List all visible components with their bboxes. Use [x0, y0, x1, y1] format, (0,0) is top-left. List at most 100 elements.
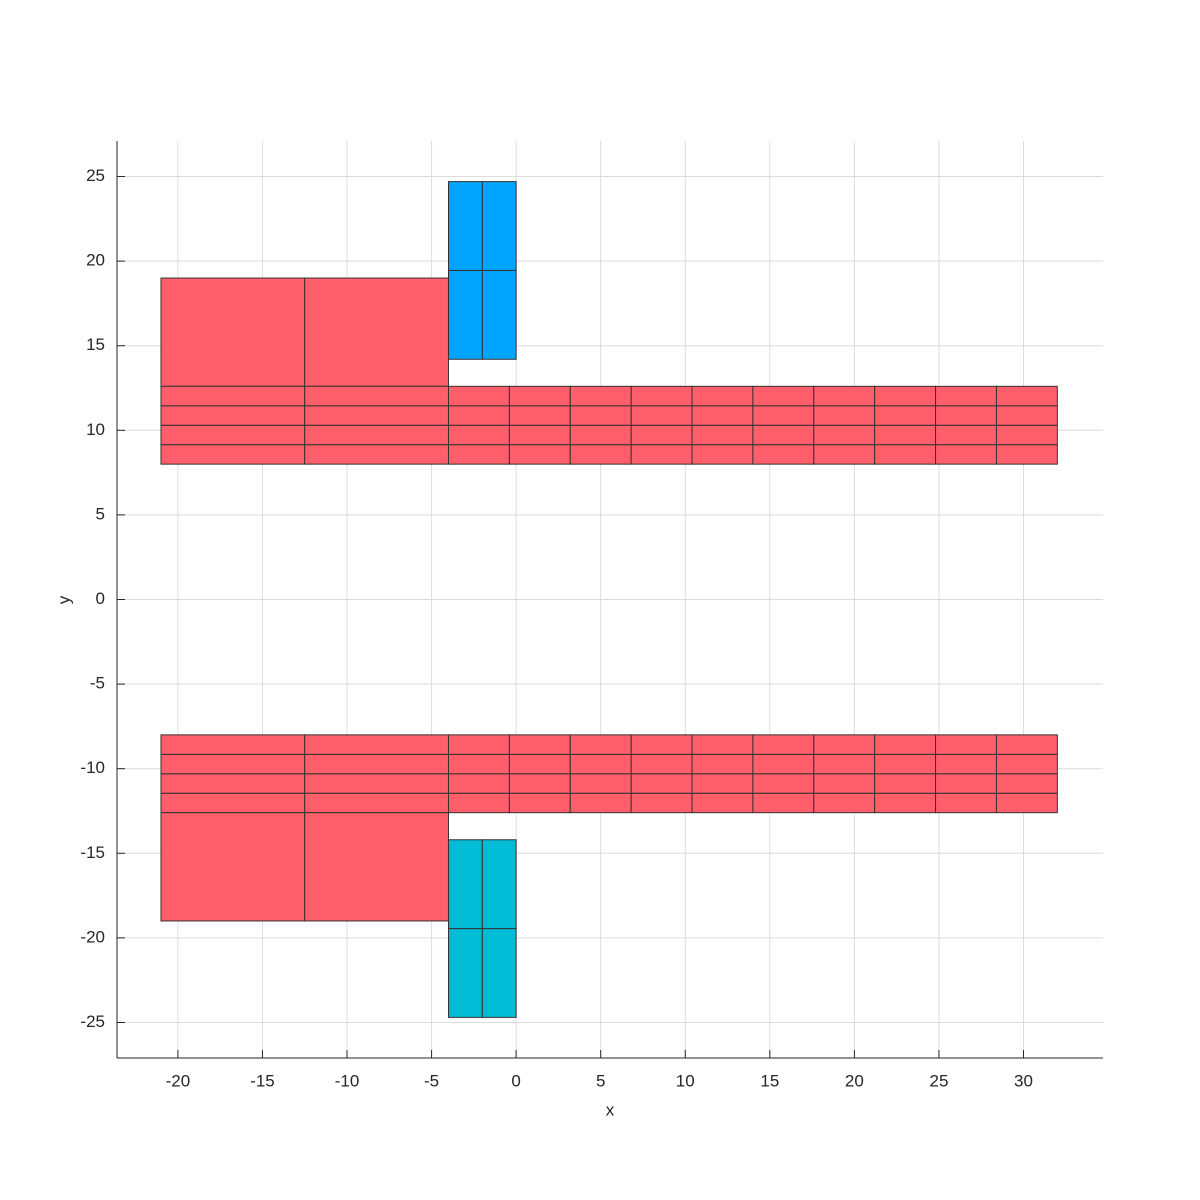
mesh-cell: [160, 773, 306, 794]
mesh-cell: [447, 928, 483, 1018]
x-tick-label: 30: [1014, 1071, 1033, 1090]
mesh-cell: [569, 405, 632, 426]
mesh-cell: [569, 385, 632, 407]
mesh-cell: [447, 444, 510, 465]
mesh-cell: [935, 734, 997, 755]
mesh-cell: [691, 385, 754, 407]
y-tick-label: -20: [80, 927, 105, 946]
mesh-cell: [874, 444, 937, 465]
mesh-cell: [304, 773, 449, 794]
mesh-cell: [995, 753, 1058, 775]
x-tick-label: 15: [760, 1071, 779, 1090]
mesh-cell: [874, 792, 937, 814]
y-tick-label: 10: [86, 420, 105, 439]
mesh-cell: [508, 773, 571, 794]
mesh-cell: [995, 385, 1058, 407]
mesh-cell: [630, 753, 693, 775]
mesh-cell: [508, 444, 571, 465]
mesh-cell: [569, 444, 632, 465]
mesh-cell: [630, 385, 693, 407]
mesh-cell: [995, 773, 1058, 794]
x-tick-label: 20: [845, 1071, 864, 1090]
mesh-cell: [813, 405, 876, 426]
mesh-cell: [447, 385, 510, 407]
mesh-cell: [813, 424, 876, 446]
mesh-cell: [935, 444, 997, 465]
mesh-cell: [508, 385, 571, 407]
mesh-cell: [874, 405, 937, 426]
mesh-cell: [447, 269, 483, 360]
x-tick-label: -10: [335, 1071, 360, 1090]
mesh-cell: [304, 753, 449, 775]
mesh-cell: [481, 269, 517, 360]
mesh-cell: [304, 444, 449, 465]
y-tick-label: 25: [86, 166, 105, 185]
mesh-cell: [508, 405, 571, 426]
mesh-cell: [813, 773, 876, 794]
mesh-cell: [752, 444, 815, 465]
x-tick-label: 5: [596, 1071, 605, 1090]
mesh-cell: [752, 405, 815, 426]
mesh-cell: [160, 385, 306, 407]
x-tick-label: 0: [511, 1071, 520, 1090]
mesh-cell: [569, 792, 632, 814]
mesh-cell: [447, 405, 510, 426]
mesh-cell: [447, 181, 483, 271]
mesh-cell: [935, 385, 997, 407]
mesh-cell: [304, 734, 449, 755]
mesh-cell: [508, 753, 571, 775]
mesh-cell: [160, 753, 306, 775]
mesh-cell: [935, 792, 997, 814]
x-axis-label: x: [606, 1100, 615, 1119]
mesh-cell: [447, 753, 510, 775]
mesh-cell: [935, 773, 997, 794]
y-tick-label: -25: [80, 1012, 105, 1031]
mesh-cell: [304, 277, 449, 387]
mesh-cell: [874, 424, 937, 446]
mesh-cell: [813, 734, 876, 755]
mesh-cell: [481, 928, 517, 1018]
mesh-cell: [691, 773, 754, 794]
y-tick-label: 20: [86, 251, 105, 270]
y-axis-label: y: [54, 595, 73, 604]
mesh-cell: [752, 734, 815, 755]
x-tick-label: -20: [166, 1071, 191, 1090]
y-tick-label: 0: [96, 589, 105, 608]
mesh-cell: [569, 734, 632, 755]
mesh-cell: [630, 444, 693, 465]
x-tick-label: 10: [676, 1071, 695, 1090]
y-tick-label: -15: [80, 843, 105, 862]
mesh-cell: [691, 792, 754, 814]
mesh-cell: [813, 385, 876, 407]
mesh-cell: [447, 424, 510, 446]
mesh-cell: [874, 385, 937, 407]
mesh-cell: [995, 424, 1058, 446]
mesh-cell: [752, 753, 815, 775]
mesh-cell: [160, 734, 306, 755]
y-tick-label: -5: [90, 674, 105, 693]
mesh-cell: [569, 773, 632, 794]
mesh-cell: [481, 181, 517, 271]
mesh-cell: [304, 812, 449, 922]
mesh-cell: [160, 424, 306, 446]
y-tick-label: 15: [86, 335, 105, 354]
mesh-cell: [447, 773, 510, 794]
mesh-cell: [304, 385, 449, 407]
mesh-cell: [630, 734, 693, 755]
mesh-cell: [160, 792, 306, 814]
mesh-cell: [691, 734, 754, 755]
mesh-cell: [569, 424, 632, 446]
mesh-cell: [447, 792, 510, 814]
mesh-cell: [508, 734, 571, 755]
mesh-cell: [630, 773, 693, 794]
mesh-cell: [874, 753, 937, 775]
mesh-cell: [752, 773, 815, 794]
mesh-cell: [752, 792, 815, 814]
x-tick-label: 25: [929, 1071, 948, 1090]
mesh-cell: [995, 444, 1058, 465]
mesh-cell: [813, 753, 876, 775]
mesh-cell: [995, 792, 1058, 814]
mesh-cell: [160, 812, 306, 922]
mesh-cell: [874, 734, 937, 755]
